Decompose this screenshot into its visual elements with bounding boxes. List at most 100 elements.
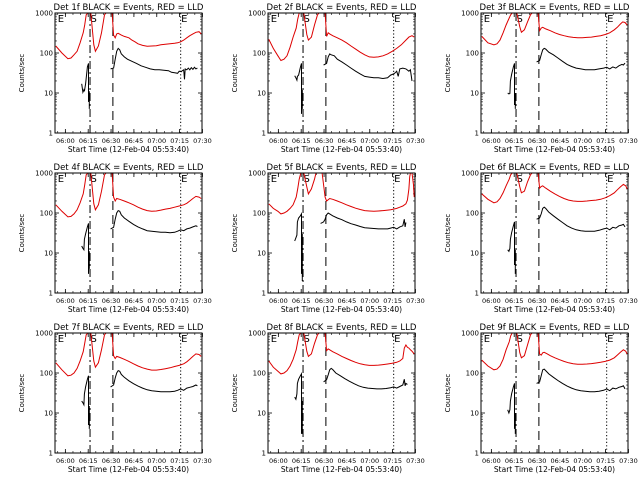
events-series-line: [81, 223, 90, 274]
event-marker-label: E: [181, 174, 187, 185]
events-series-line: [507, 221, 516, 274]
y-tick-label: 10: [44, 410, 53, 418]
x-axis-label: Start Time (12-Feb-04 05:53:40): [281, 145, 402, 154]
event-marker-label: E: [484, 174, 490, 185]
x-axis-label: Start Time (12-Feb-04 05:53:40): [68, 145, 189, 154]
y-tick-label: 1000: [35, 330, 53, 338]
y-tick-label: 1000: [35, 170, 53, 178]
x-tick-label: 06:00: [482, 297, 501, 305]
x-tick-label: 06:15: [79, 457, 98, 465]
event-marker-label: E: [271, 334, 277, 345]
x-tick-label: 06:45: [338, 137, 357, 145]
y-tick-label: 10: [257, 250, 266, 258]
event-marker-label: E: [271, 14, 277, 25]
event-marker-label: S: [304, 174, 310, 185]
chart-title: Det 5f BLACK = Events, RED = LLD: [267, 163, 417, 173]
x-tick-label: 06:30: [528, 297, 547, 305]
event-marker-label: S: [517, 14, 523, 25]
x-tick-label: 07:00: [360, 297, 379, 305]
event-marker-label: E: [394, 334, 400, 345]
chart-title: Det 8f BLACK = Events, RED = LLD: [267, 323, 417, 333]
lld-series-line: [268, 333, 415, 375]
y-tick-label: 10: [44, 250, 53, 258]
x-tick-label: 06:45: [338, 457, 357, 465]
x-tick-label: 06:30: [528, 137, 547, 145]
x-tick-label: 07:00: [360, 457, 379, 465]
events-series-line: [294, 63, 303, 114]
chart-title: Det 3f BLACK = Events, RED = LLD: [480, 3, 630, 13]
y-axis-label: Counts/sec: [231, 54, 239, 93]
x-tick-label: 06:00: [56, 457, 75, 465]
x-tick-label: 06:15: [505, 297, 524, 305]
chart-title: Det 9f BLACK = Events, RED = LLD: [480, 323, 630, 333]
event-marker-label: E: [484, 334, 490, 345]
x-tick-label: 06:15: [292, 457, 311, 465]
y-tick-label: 1: [262, 130, 266, 138]
x-tick-label: 07:00: [147, 297, 166, 305]
x-tick-label: 07:00: [573, 137, 592, 145]
x-tick-label: 07:30: [619, 457, 638, 465]
detector-panel: Det 7f BLACK = Events, RED = LLD Start Ti…: [18, 323, 212, 474]
event-marker-label: S: [304, 334, 310, 345]
x-tick-label: 07:30: [193, 297, 212, 305]
x-tick-label: 06:15: [292, 137, 311, 145]
detector-panel: Det 5f BLACK = Events, RED = LLD Start Ti…: [231, 163, 425, 314]
x-axis-label: Start Time (12-Feb-04 05:53:40): [68, 305, 189, 314]
y-tick-label: 100: [253, 210, 266, 218]
x-tick-label: 06:30: [315, 457, 334, 465]
x-tick-label: 06:15: [505, 137, 524, 145]
y-tick-label: 100: [40, 210, 53, 218]
plot-frame: [480, 172, 629, 294]
x-tick-label: 06:00: [482, 137, 501, 145]
chart-title: Det 2f BLACK = Events, RED = LLD: [267, 3, 417, 13]
x-tick-label: 06:00: [56, 297, 75, 305]
events-series-line: [294, 372, 303, 434]
events-series-line: [323, 367, 408, 390]
x-tick-label: 06:00: [269, 457, 288, 465]
y-tick-label: 1000: [461, 170, 479, 178]
chart-title: Det 1f BLACK = Events, RED = LLD: [54, 3, 204, 13]
x-tick-label: 07:30: [193, 137, 212, 145]
chart-title: Det 7f BLACK = Events, RED = LLD: [54, 323, 204, 333]
x-axis-label: Start Time (12-Feb-04 05:53:40): [494, 305, 615, 314]
x-axis-label: Start Time (12-Feb-04 05:53:40): [494, 465, 615, 474]
x-tick-label: 06:15: [292, 297, 311, 305]
x-axis-label: Start Time (12-Feb-04 05:53:40): [68, 465, 189, 474]
detector-panel: Det 8f BLACK = Events, RED = LLD Start Ti…: [231, 323, 425, 474]
x-tick-label: 06:30: [102, 137, 121, 145]
y-axis-label: Counts/sec: [444, 54, 452, 93]
x-tick-label: 06:45: [338, 297, 357, 305]
x-tick-label: 07:15: [596, 137, 615, 145]
y-tick-label: 1: [262, 290, 266, 298]
event-marker-label: E: [394, 174, 400, 185]
event-marker-label: E: [484, 14, 490, 25]
y-tick-label: 10: [44, 90, 53, 98]
lld-series-line: [55, 333, 202, 377]
events-series-line: [323, 53, 413, 82]
lld-series-line: [268, 13, 415, 62]
y-tick-label: 1000: [461, 10, 479, 18]
y-tick-label: 10: [257, 90, 266, 98]
events-series-line: [81, 375, 90, 429]
y-tick-label: 100: [253, 370, 266, 378]
chart-title: Det 6f BLACK = Events, RED = LLD: [480, 163, 630, 173]
y-tick-label: 10: [470, 250, 479, 258]
x-tick-label: 06:45: [551, 457, 570, 465]
y-axis-label: Counts/sec: [231, 214, 239, 253]
x-tick-label: 07:00: [147, 137, 166, 145]
x-tick-label: 07:15: [170, 457, 189, 465]
events-series-line: [110, 47, 198, 80]
x-tick-label: 07:15: [596, 457, 615, 465]
y-tick-label: 1: [262, 450, 266, 458]
x-tick-label: 07:30: [406, 457, 425, 465]
y-tick-label: 100: [466, 210, 479, 218]
y-tick-label: 1: [475, 450, 479, 458]
events-series-line: [536, 206, 626, 232]
y-tick-label: 1000: [248, 330, 266, 338]
y-axis-label: Counts/sec: [18, 54, 26, 93]
events-series-line: [320, 212, 407, 230]
plot-frame: [480, 12, 629, 134]
x-tick-label: 06:45: [551, 137, 570, 145]
event-marker-label: E: [607, 334, 613, 345]
y-axis-label: Counts/sec: [18, 214, 26, 253]
